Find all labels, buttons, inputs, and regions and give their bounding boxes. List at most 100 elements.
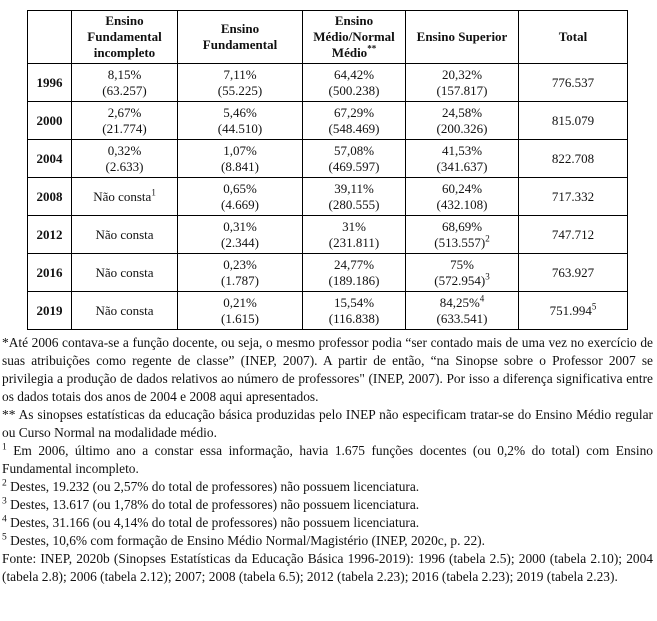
col-header-fundamental: Ensino Fundamental <box>177 10 303 64</box>
col-header-label: Ensino Superior <box>416 29 508 44</box>
footnote-text: Destes, 31.166 (ou 4,14% do total de pro… <box>6 515 420 530</box>
cell-percent: 57,08% <box>333 142 375 158</box>
footnote-ref: 1 <box>151 187 156 198</box>
cell-percent: 20,32% <box>441 66 483 82</box>
table-cell: 67,29% (548.469) <box>302 101 406 140</box>
cell-total: 763.927 <box>551 264 595 280</box>
table-cell: 24,77% (189.186) <box>302 253 406 292</box>
cell-percent: 31% <box>342 218 366 234</box>
table-row-2016: 2016 Não consta 0,23% (1.787) 24,77% (189.… <box>27 253 628 292</box>
cell-count: (341.637) <box>436 158 488 174</box>
table-cell: 15,54% (116.838) <box>302 291 406 330</box>
footnote-marker: 5 <box>2 532 7 543</box>
cell-percent: 8,15% <box>107 66 142 82</box>
cell-percent: 1,07% <box>223 142 257 158</box>
cell-percent: 39,11% <box>334 180 374 196</box>
cell-percent: 68,69% <box>441 218 483 234</box>
table-cell-total: 822.708 <box>518 139 628 178</box>
table-cell: 7,11% (55.225) <box>177 63 303 102</box>
year-cell: 2004 <box>27 139 72 178</box>
table-cell-total: 763.927 <box>518 253 628 292</box>
cell-percent: Não consta <box>95 264 154 280</box>
footnote-text: Em 2006, último ano a constar essa infor… <box>2 443 653 476</box>
cell-percent: 15,54% <box>333 294 375 310</box>
cell-count: (572.954) <box>434 272 486 288</box>
table-cell: Não consta <box>71 291 178 330</box>
footnote-marker: 3 <box>2 496 7 507</box>
footnote-5: 5 Destes, 10,6% com formação de Ensino M… <box>2 532 653 550</box>
table-cell: 60,24% (432.108) <box>405 177 519 216</box>
cell-percent: 7,11% <box>223 66 257 82</box>
footnote-4: 4 Destes, 31.166 (ou 4,14% do total de p… <box>2 514 653 532</box>
table-cell: 64,42% (500.238) <box>302 63 406 102</box>
footnote-text: Destes, 19.232 (ou 2,57% do total de pro… <box>6 479 420 494</box>
cell-count: (21.774) <box>102 120 147 136</box>
cell-count: (4.669) <box>221 196 259 212</box>
col-header-fundamental-incompleto: Ensino Fundamental incompleto <box>71 10 178 64</box>
cell-percent: 24,58% <box>441 104 483 120</box>
cell-percent: 67,29% <box>333 104 375 120</box>
table-row-2012: 2012 Não consta 0,31% (2.344) 31% (231.811… <box>27 215 628 254</box>
table-cell-total: 776.537 <box>518 63 628 102</box>
table-cell: 68,69% (513.557)2 <box>405 215 519 254</box>
table-cell: Não consta1 <box>71 177 178 216</box>
cell-percent: 0,65% <box>223 180 257 196</box>
footnote-marker: 2 <box>2 478 7 489</box>
table-header-row: Ensino Fundamental incompleto Ensino Fun… <box>27 10 628 64</box>
cell-count: (2.344) <box>221 234 259 250</box>
footnote-2: 2 Destes, 19.232 (ou 2,57% do total de p… <box>2 478 653 496</box>
cell-count: (157.817) <box>436 82 488 98</box>
footnote-ref: 4 <box>479 293 485 304</box>
cell-count: (44.510) <box>217 120 263 136</box>
footnote-double-asterisk: ** As sinopses estatísticas da educação … <box>2 406 653 442</box>
table-cell-total: 751.9945 <box>518 291 628 330</box>
cell-percent: Não consta <box>95 302 154 318</box>
table-cell: 0,21% (1.615) <box>177 291 303 330</box>
cell-percent: 5,46% <box>223 104 257 120</box>
table-cell-total: 717.332 <box>518 177 628 216</box>
cell-count: (231.811) <box>328 234 380 250</box>
cell-percent: 64,42% <box>333 66 375 82</box>
footnote-text: Destes, 13.617 (ou 1,78% do total de pro… <box>6 497 420 512</box>
year-cell: 1996 <box>27 63 72 102</box>
col-header-label: Total <box>558 29 588 44</box>
table-cell: Não consta <box>71 253 178 292</box>
cell-total: 717.332 <box>551 188 595 204</box>
cell-count: (189.186) <box>328 272 380 288</box>
cell-count: (200.326) <box>436 120 488 136</box>
table-cell-total: 815.079 <box>518 101 628 140</box>
year-cell: 2008 <box>27 177 72 216</box>
footnotes-block: *Até 2006 contava-se a função docente, o… <box>2 334 653 586</box>
table-row-1996: 1996 8,15% (63.257) 7,11% (55.225) 64,42%(… <box>27 63 628 102</box>
cell-total: 776.537 <box>551 74 595 90</box>
cell-count: (469.597) <box>328 158 380 174</box>
cell-count: (500.238) <box>328 82 380 98</box>
cell-percent: 2,67% <box>107 104 142 120</box>
year-cell: 2000 <box>27 101 72 140</box>
source-note: Fonte: INEP, 2020b (Sinopses Estatística… <box>2 550 653 586</box>
cell-percent: Não consta <box>95 226 154 242</box>
corner-cell <box>27 10 72 64</box>
footnote-3: 3 Destes, 13.617 (ou 1,78% do total de p… <box>2 496 653 514</box>
footnote-1: 1 Em 2006, último ano a constar essa inf… <box>2 442 653 478</box>
table-cell: 57,08% (469.597) <box>302 139 406 178</box>
cell-percent: 0,21% <box>223 294 257 310</box>
cell-percent: Não consta <box>93 188 152 204</box>
cell-count: (55.225) <box>217 82 263 98</box>
col-header-label: Ensino Fundamental incompleto <box>87 13 162 60</box>
table-cell: 84,25%4 (633.541) <box>405 291 519 330</box>
table-cell: 1,07% (8.841) <box>177 139 303 178</box>
table-cell: 2,67% (21.774) <box>71 101 178 140</box>
cell-count: (8.841) <box>221 158 259 174</box>
cell-total: 751.994 <box>549 302 592 318</box>
table-cell: 0,23% (1.787) <box>177 253 303 292</box>
cell-percent: 0,23% <box>223 256 257 272</box>
footnote-ref: ** <box>367 43 377 54</box>
cell-total: 822.708 <box>551 150 595 166</box>
table-row-2019: 2019 Não consta 0,21% (1.615) 15,54% (116.… <box>27 291 628 330</box>
col-header-medio-normal: Ensino Médio/Normal Médio** <box>302 10 406 64</box>
table-row-2000: 2000 2,67% (21.774) 5,46% (44.510) 67,29%(… <box>27 101 628 140</box>
cell-count: (1.615) <box>221 310 259 326</box>
cell-total: 815.079 <box>551 112 595 128</box>
